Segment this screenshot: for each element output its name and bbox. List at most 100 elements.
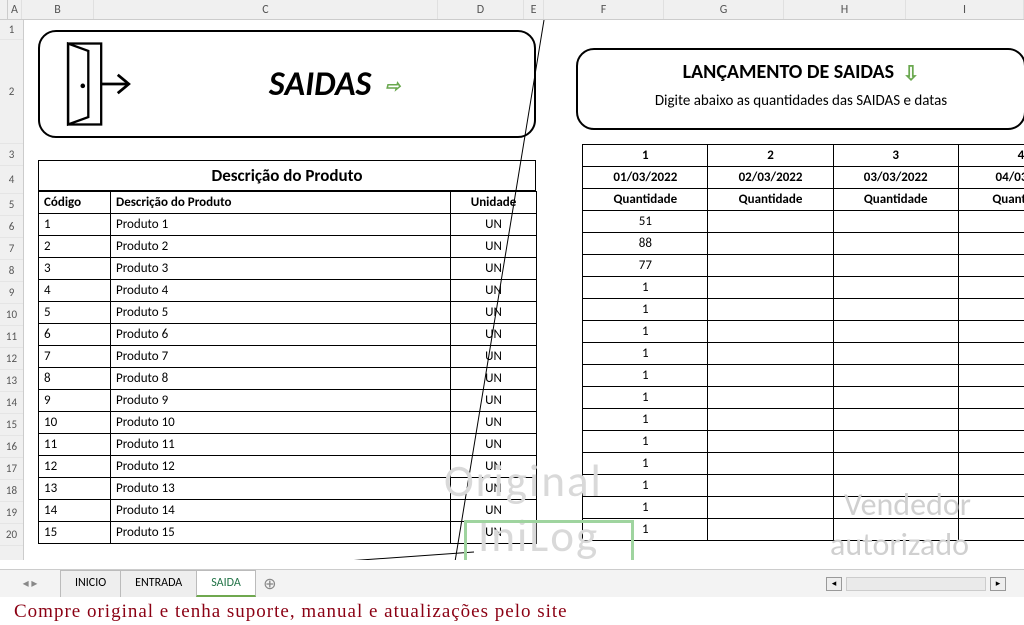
product-row[interactable]: 2Produto 2UN bbox=[39, 236, 537, 258]
col-header-C[interactable]: C bbox=[94, 0, 438, 19]
cell-descricao[interactable]: Produto 15 bbox=[111, 522, 451, 544]
qty-cell[interactable] bbox=[708, 233, 833, 255]
qty-cell[interactable]: 1 bbox=[583, 365, 708, 387]
qty-row[interactable]: 1 bbox=[564, 453, 1024, 475]
product-row[interactable]: 14Produto 14UN bbox=[39, 500, 537, 522]
qty-cell[interactable] bbox=[833, 453, 958, 475]
qty-cell[interactable] bbox=[958, 453, 1024, 475]
qty-col-date[interactable]: 01/03/2022 bbox=[583, 167, 708, 189]
qty-cell[interactable]: 88 bbox=[583, 233, 708, 255]
cell-descricao[interactable]: Produto 9 bbox=[111, 390, 451, 412]
qty-cell[interactable] bbox=[833, 211, 958, 233]
scroll-left-button[interactable]: ◂ bbox=[826, 577, 842, 591]
qty-cell[interactable] bbox=[708, 211, 833, 233]
row-header-11[interactable]: 11 bbox=[0, 326, 23, 348]
qty-cell[interactable] bbox=[833, 431, 958, 453]
col-header-H[interactable]: H bbox=[784, 0, 906, 19]
cell-descricao[interactable]: Produto 2 bbox=[111, 236, 451, 258]
row-header-20[interactable]: 20 bbox=[0, 524, 23, 546]
qty-row[interactable]: 1 bbox=[564, 321, 1024, 343]
col-header-A[interactable]: A bbox=[8, 0, 22, 19]
qty-cell[interactable]: 1 bbox=[583, 475, 708, 497]
qty-cell[interactable] bbox=[708, 277, 833, 299]
row-header-6[interactable]: 6 bbox=[0, 216, 23, 238]
qty-cell[interactable] bbox=[708, 255, 833, 277]
row-header-19[interactable]: 19 bbox=[0, 502, 23, 524]
qty-col-date[interactable]: 02/03/2022 bbox=[708, 167, 833, 189]
qty-row[interactable]: 1 bbox=[564, 299, 1024, 321]
qty-row[interactable]: 1 bbox=[564, 387, 1024, 409]
row-header-18[interactable]: 18 bbox=[0, 480, 23, 502]
qty-cell[interactable] bbox=[958, 387, 1024, 409]
product-row[interactable]: 12Produto 12UN bbox=[39, 456, 537, 478]
product-row[interactable]: 4Produto 4UN bbox=[39, 280, 537, 302]
row-header-7[interactable]: 7 bbox=[0, 238, 23, 260]
product-row[interactable]: 3Produto 3UN bbox=[39, 258, 537, 280]
qty-cell[interactable] bbox=[708, 321, 833, 343]
tab-nav-buttons[interactable]: ◂ ▸ bbox=[0, 576, 60, 591]
row-header-9[interactable]: 9 bbox=[0, 282, 23, 304]
qty-cell[interactable] bbox=[958, 277, 1024, 299]
qty-cell[interactable]: 1 bbox=[583, 387, 708, 409]
qty-row[interactable]: 77 bbox=[564, 255, 1024, 277]
cell-unidade[interactable]: UN bbox=[451, 280, 537, 302]
product-row[interactable]: 10Produto 10UN bbox=[39, 412, 537, 434]
cell-descricao[interactable]: Produto 13 bbox=[111, 478, 451, 500]
sheet-tab-inicio[interactable]: INICIO bbox=[60, 570, 121, 597]
qty-row[interactable]: 1 bbox=[564, 343, 1024, 365]
cell-unidade[interactable]: UN bbox=[451, 324, 537, 346]
cell-descricao[interactable]: Produto 11 bbox=[111, 434, 451, 456]
col-header-I[interactable]: I bbox=[906, 0, 1024, 19]
product-row[interactable]: 11Produto 11UN bbox=[39, 434, 537, 456]
qty-cell[interactable] bbox=[958, 299, 1024, 321]
cell-descricao[interactable]: Produto 12 bbox=[111, 456, 451, 478]
cell-codigo[interactable]: 6 bbox=[39, 324, 111, 346]
row-header-16[interactable]: 16 bbox=[0, 436, 23, 458]
cell-codigo[interactable]: 13 bbox=[39, 478, 111, 500]
cell-unidade[interactable]: UN bbox=[451, 368, 537, 390]
qty-cell[interactable]: 77 bbox=[583, 255, 708, 277]
cell-descricao[interactable]: Produto 14 bbox=[111, 500, 451, 522]
cell-descricao[interactable]: Produto 7 bbox=[111, 346, 451, 368]
row-header-14[interactable]: 14 bbox=[0, 392, 23, 414]
qty-col-date[interactable]: 03/03/2022 bbox=[833, 167, 958, 189]
qty-cell[interactable]: 1 bbox=[583, 409, 708, 431]
spreadsheet-sheet[interactable]: SAIDAS ⇨ LANÇAMENTO DE SAIDAS ⇩ Digite a… bbox=[24, 20, 1024, 560]
qty-cell[interactable] bbox=[958, 211, 1024, 233]
qty-cell[interactable] bbox=[833, 277, 958, 299]
cell-codigo[interactable]: 7 bbox=[39, 346, 111, 368]
scroll-track[interactable] bbox=[846, 577, 986, 591]
row-header-8[interactable]: 8 bbox=[0, 260, 23, 282]
sheet-tab-saida[interactable]: SAIDA bbox=[196, 570, 256, 597]
qty-cell[interactable]: 1 bbox=[583, 431, 708, 453]
product-row[interactable]: 7Produto 7UN bbox=[39, 346, 537, 368]
sheet-tab-entrada[interactable]: ENTRADA bbox=[120, 570, 197, 597]
cell-unidade[interactable]: UN bbox=[451, 478, 537, 500]
col-unidade-header[interactable]: Unidade bbox=[451, 192, 537, 214]
cell-descricao[interactable]: Produto 1 bbox=[111, 214, 451, 236]
qty-cell[interactable] bbox=[958, 233, 1024, 255]
cell-unidade[interactable]: UN bbox=[451, 390, 537, 412]
qty-cell[interactable] bbox=[708, 497, 833, 519]
qty-row[interactable]: 51 bbox=[564, 211, 1024, 233]
col-header-G[interactable]: G bbox=[664, 0, 784, 19]
row-header-2[interactable]: 2 bbox=[0, 40, 23, 144]
col-header-B[interactable]: B bbox=[22, 0, 94, 19]
qty-cell[interactable]: 1 bbox=[583, 299, 708, 321]
qty-cell[interactable] bbox=[833, 409, 958, 431]
product-row[interactable]: 9Produto 9UN bbox=[39, 390, 537, 412]
product-row[interactable]: 6Produto 6UN bbox=[39, 324, 537, 346]
row-header-1[interactable]: 1 bbox=[0, 20, 23, 40]
qty-cell[interactable]: 51 bbox=[583, 211, 708, 233]
qty-cell[interactable] bbox=[708, 431, 833, 453]
qty-col-date[interactable]: 04/03/20 bbox=[958, 167, 1024, 189]
corner-cell[interactable] bbox=[0, 0, 8, 19]
cell-codigo[interactable]: 14 bbox=[39, 500, 111, 522]
qty-cell[interactable] bbox=[833, 233, 958, 255]
qty-row[interactable]: 1 bbox=[564, 277, 1024, 299]
cell-descricao[interactable]: Produto 6 bbox=[111, 324, 451, 346]
qty-cell[interactable]: 1 bbox=[583, 277, 708, 299]
row-header-17[interactable]: 17 bbox=[0, 458, 23, 480]
col-descricao-header[interactable]: Descrição do Produto bbox=[111, 192, 451, 214]
qty-cell[interactable] bbox=[833, 255, 958, 277]
